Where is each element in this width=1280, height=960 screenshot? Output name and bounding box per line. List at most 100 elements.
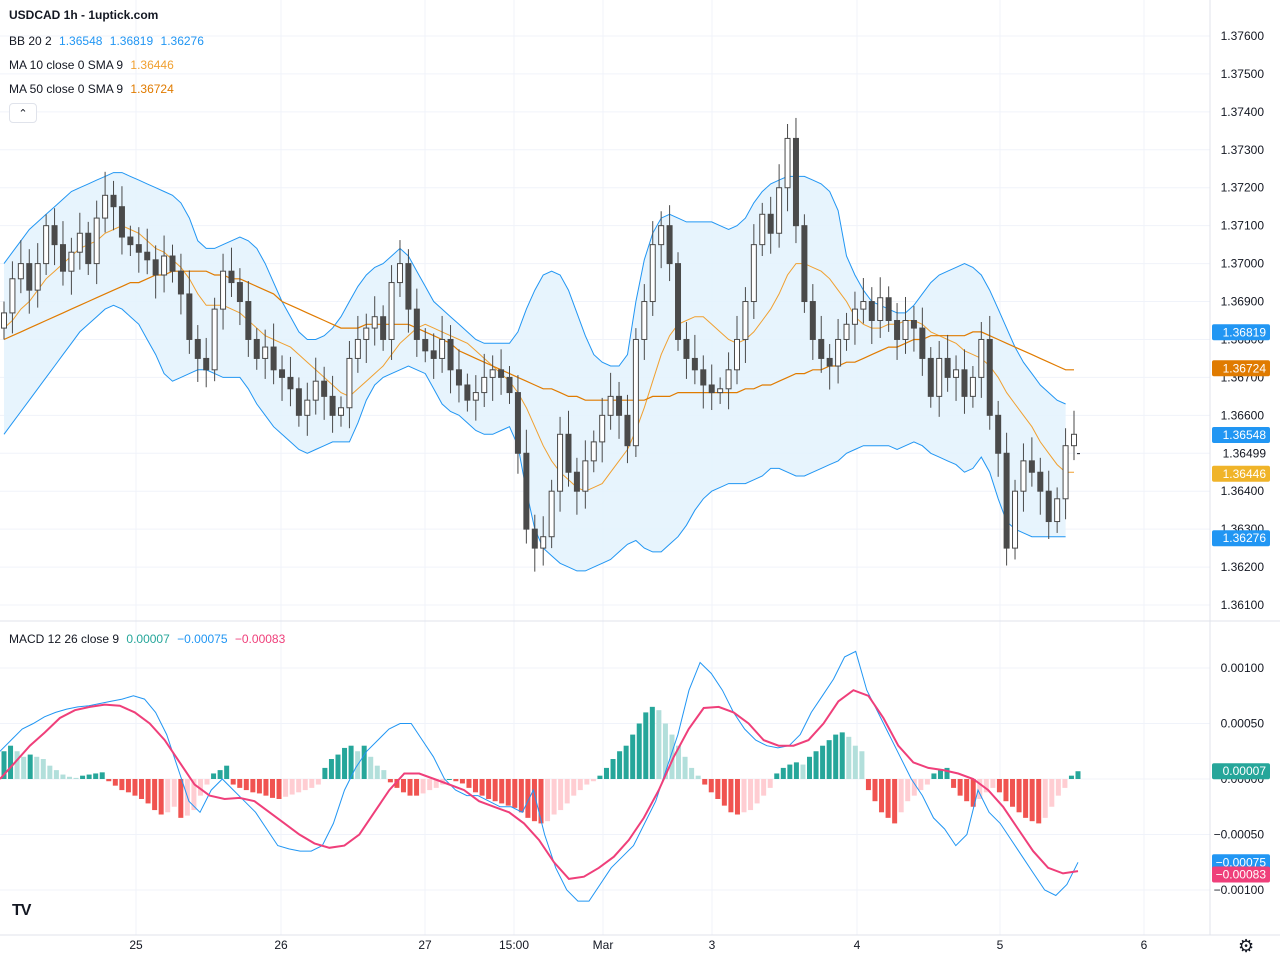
candle-body (1003, 452, 1010, 549)
candle (422, 328, 429, 363)
macd-histogram-bar (603, 767, 609, 779)
macd-histogram-bar (662, 723, 668, 779)
macd-histogram-bar (695, 775, 701, 779)
macd-histogram-bar (499, 779, 505, 804)
candle (851, 291, 858, 345)
candle (531, 514, 538, 572)
candle (34, 243, 41, 308)
macd-histogram-bar (197, 779, 203, 796)
macd-histogram-bar (381, 770, 387, 779)
macd-histogram-bar (898, 779, 904, 813)
macd-histogram-bar (983, 779, 989, 793)
candle (396, 240, 403, 297)
macd-histogram-bar (852, 745, 858, 779)
bb-legend-name: BB 20 2 (9, 34, 52, 48)
macd-histogram-bar (1029, 779, 1035, 822)
macd-histogram-bar (728, 779, 734, 813)
price-badge: 1.36724 (1212, 360, 1270, 377)
candle-body (1071, 433, 1077, 447)
candle-body (767, 213, 774, 234)
price-tick-label: 1.36400 (1221, 484, 1265, 498)
macd-histogram-bar (139, 779, 145, 799)
candle (986, 315, 993, 430)
candle (220, 253, 227, 330)
macd-tick-label: −0.00100 (1214, 883, 1265, 897)
macd-histogram-bar (270, 779, 275, 798)
candle (1045, 470, 1052, 539)
macd-histogram-bar (741, 779, 747, 813)
macd-histogram-bar (125, 779, 131, 793)
candle-body (733, 338, 740, 371)
candle (902, 296, 909, 354)
macd-tick-label: 0.00050 (1221, 717, 1265, 731)
ma10-legend-name: MA 10 close 0 SMA 9 (9, 58, 124, 72)
bb-legend[interactable]: BB 20 2 1.36548 1.36819 1.36276 (9, 34, 208, 48)
tradingview-logo[interactable]: TV (12, 902, 31, 919)
candle-body (430, 350, 437, 359)
candle (321, 366, 328, 420)
macd-histogram-bar (342, 747, 348, 779)
candle (1, 301, 7, 340)
candle-body (270, 346, 277, 371)
collapse-legend-button[interactable]: ⌃ (9, 103, 37, 123)
candle (59, 221, 66, 286)
macd-badge: −0.00075 (1212, 854, 1270, 871)
macd-histogram-bar (800, 764, 806, 779)
macd-histogram-bar (335, 754, 341, 779)
bb-band-fill (4, 172, 1066, 571)
candle (868, 287, 875, 345)
price-badge-bg (1212, 530, 1270, 547)
price-tick-label: 1.36200 (1221, 560, 1265, 574)
macd-histogram-bar (617, 751, 623, 779)
candle (102, 171, 109, 233)
candle (717, 377, 724, 404)
price-tick-label: 1.36600 (1221, 408, 1265, 422)
candle-body (540, 536, 547, 549)
candle-body (262, 346, 269, 359)
candle (17, 240, 24, 294)
candle-body (287, 376, 294, 390)
macd-histogram-bar (780, 767, 786, 779)
macd-histogram-bar (420, 779, 426, 794)
macd-histogram-bar (453, 779, 459, 782)
macd-histogram-bar (846, 736, 852, 779)
candle-body (464, 384, 471, 401)
candle-body (885, 297, 892, 321)
macd-histogram-bar (1049, 779, 1055, 807)
macd-tick-label: −0.00050 (1214, 828, 1265, 842)
candle-body (152, 259, 159, 276)
macd-histogram-bar (793, 762, 799, 779)
candle-body (919, 327, 926, 359)
macd-histogram-bar (774, 773, 780, 779)
macd-histogram-bar (256, 779, 262, 794)
macd-histogram-bar (649, 706, 655, 779)
candle (953, 355, 960, 401)
candle (632, 328, 639, 458)
candle-body (194, 338, 201, 359)
ma50-legend[interactable]: MA 50 close 0 SMA 9 1.36724 (9, 82, 178, 96)
macd-histogram-bar (296, 779, 302, 793)
macd-legend[interactable]: MACD 12 26 close 9 0.00007 −0.00075 −0.0… (9, 632, 289, 646)
macd-histogram-bar (1075, 771, 1081, 779)
gear-icon[interactable]: ⚙ (1238, 936, 1255, 956)
candle (792, 117, 799, 244)
ma10-legend[interactable]: MA 10 close 0 SMA 9 1.36446 (9, 58, 178, 72)
time-tick-label: 6 (1141, 938, 1148, 952)
candle-body (439, 338, 446, 359)
candle-body (68, 251, 75, 272)
macd-histogram-bar (996, 779, 1002, 793)
candle (481, 353, 488, 407)
candle-body (531, 528, 538, 549)
macd-histogram-bar (459, 779, 465, 784)
candle-body (110, 194, 117, 208)
candle-body (683, 338, 690, 359)
macd-histogram-bar (610, 759, 616, 779)
candle (1071, 410, 1077, 461)
candle-body (186, 293, 193, 340)
macd-histogram-bar (584, 779, 590, 785)
macd-histogram-bar (545, 779, 551, 822)
price-tick-label: 1.37100 (1221, 219, 1265, 233)
candle-body (658, 225, 665, 246)
candle-body (144, 251, 151, 261)
